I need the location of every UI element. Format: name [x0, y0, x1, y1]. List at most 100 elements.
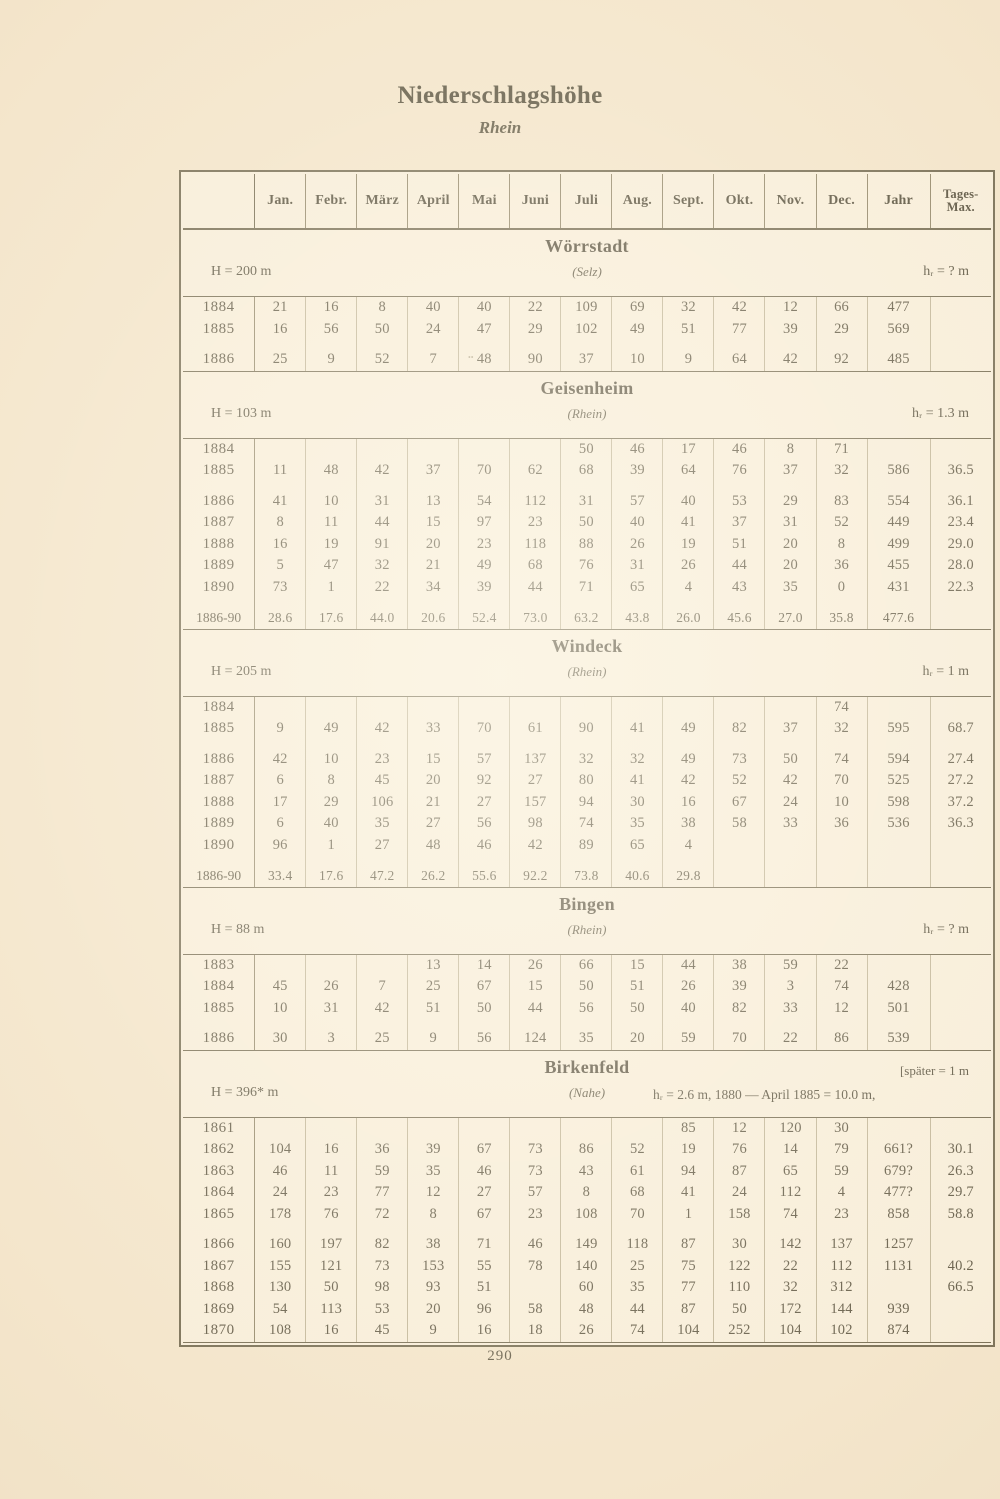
month-value: 142 [764, 1234, 817, 1256]
row-daily-max: 37.2 [947, 793, 974, 810]
month-value: 108 [254, 1320, 307, 1343]
month-value: 26 [560, 1320, 613, 1343]
month-value: 49 [458, 555, 511, 577]
month-value: 46 [458, 834, 511, 856]
month-value [356, 696, 409, 718]
table-row: 1887 6 8 45 20 92 27 80 41 42 52 42 70 525 27.2 [183, 770, 991, 792]
spacer-cell [254, 481, 307, 491]
row-year: 1885 [183, 997, 256, 1019]
month-value: 12 [407, 1182, 460, 1204]
row-year: 1887 [183, 512, 256, 534]
month-value [458, 438, 511, 460]
month-value: 45 [356, 1320, 409, 1343]
month-value: 178 [254, 1203, 307, 1225]
row-year: 1865 [183, 1203, 256, 1225]
month-value: 16 [662, 791, 715, 813]
month-value: 69 [611, 296, 664, 319]
month-value: 35 [560, 1028, 613, 1051]
station-name: Geisenheim [540, 377, 634, 398]
spacer-cell [816, 1019, 868, 1028]
month-value: 24 [764, 791, 817, 813]
month-value [509, 1117, 562, 1139]
month-value: 17.6 [305, 607, 358, 630]
spacer-cell [560, 739, 613, 749]
month-value: 70 [611, 1203, 664, 1225]
month-value: 23 [509, 512, 562, 534]
month-value: 37 [764, 718, 817, 740]
month-value [509, 1277, 562, 1299]
month-value: 118 [611, 1234, 664, 1256]
spacer-cell [407, 598, 460, 607]
month-value: 104 [662, 1320, 715, 1343]
month-value: 10 [305, 490, 358, 512]
month-value: 57 [458, 748, 511, 770]
month-value: 22 [764, 1028, 817, 1051]
month-value [407, 1117, 460, 1139]
month-value: 34 [407, 576, 460, 598]
spacer-cell [662, 598, 715, 607]
station-elevation: H = 200 m [211, 264, 272, 279]
row-year: 1885 [183, 718, 256, 740]
month-value: 92 [816, 349, 868, 372]
row-annual-total: 661? [866, 1139, 931, 1161]
month-value: 70 [816, 770, 868, 792]
month-value: 65 [611, 576, 664, 598]
spacer-cell [662, 739, 715, 749]
month-value: 32 [764, 1277, 817, 1299]
month-value: 20 [407, 533, 460, 555]
spacer-cell [611, 1225, 664, 1234]
row-annual-total [866, 865, 931, 888]
row-annual-total: 455 [866, 555, 931, 577]
station-header-row: Geisenheim (Rhein) H = 103 m hᵣ = 1.3 m [183, 371, 991, 439]
month-value: 11 [305, 512, 358, 534]
month-value: 8 [560, 1182, 613, 1204]
month-value: 33 [407, 718, 460, 740]
spacer-cell [764, 481, 817, 491]
month-value: 12 [713, 1117, 766, 1139]
month-value: 51 [407, 997, 460, 1019]
month-value: 23 [509, 1203, 562, 1225]
month-value: 27 [458, 791, 511, 813]
month-value: 44 [509, 997, 562, 1019]
spacer-cell [866, 1225, 931, 1234]
spacer-cell [254, 340, 307, 349]
month-value: 16 [305, 296, 358, 319]
row-daily-max [930, 319, 991, 341]
col-header-aug: Aug. [611, 174, 664, 230]
month-value: 13 [407, 490, 460, 512]
month-value: 47 [305, 555, 358, 577]
month-value: 73 [356, 1255, 409, 1277]
month-value: 48 [560, 1298, 613, 1320]
month-value: 30 [254, 1028, 307, 1051]
table-row: 1886-90 33.4 17.6 47.2 26.2 55.6 92.2 73.8 40.6 2… [183, 865, 991, 888]
month-value: 15 [509, 976, 562, 998]
month-value: 50 [560, 976, 613, 998]
month-value: 110 [713, 1277, 766, 1299]
station-header-row: Wörrstadt (Selz) H = 200 m hᵣ = ? m [183, 229, 991, 297]
spacer-cell [866, 1019, 931, 1028]
month-value: 78 [509, 1255, 562, 1277]
month-value: 56 [458, 1028, 511, 1051]
month-value: 88 [560, 533, 613, 555]
month-value: 5 [254, 555, 307, 577]
row-daily-max: 68.7 [947, 720, 974, 737]
month-value: 50 [764, 748, 817, 770]
month-value: 26 [662, 555, 715, 577]
station-band: Windeck (Rhein) H = 205 m hᵣ = 1 m [183, 630, 991, 696]
row-daily-max: 36.1 [947, 492, 974, 509]
month-value: 7 [356, 976, 409, 998]
month-value: 20 [764, 533, 817, 555]
spacer-cell [356, 598, 409, 607]
row-year: 1889 [183, 813, 256, 835]
month-value: 67 [713, 791, 766, 813]
station-name: Wörrstadt [545, 236, 629, 256]
month-value: 42 [764, 770, 817, 792]
spacer-cell [305, 598, 358, 607]
spacer-cell [509, 739, 562, 749]
row-year: 1886 [183, 748, 256, 770]
spacer-cell [407, 856, 460, 865]
month-value: 37 [764, 460, 817, 482]
month-value: 38 [407, 1234, 460, 1256]
spacer-cell [509, 1225, 562, 1234]
